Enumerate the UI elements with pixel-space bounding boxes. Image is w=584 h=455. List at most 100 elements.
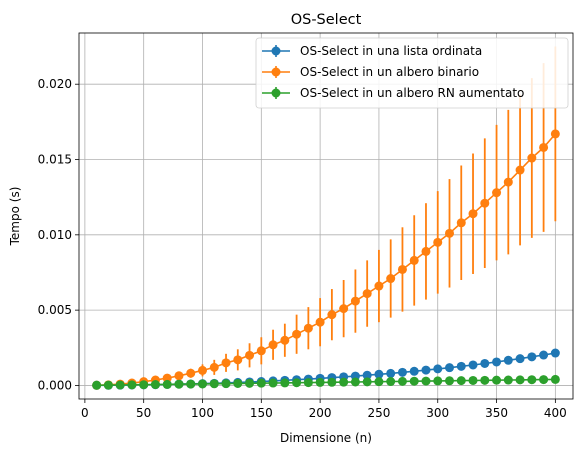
y-tick-label: 0.020	[38, 77, 72, 91]
x-tick-label: 350	[485, 406, 508, 420]
x-tick-label: 250	[367, 406, 390, 420]
data-point	[374, 281, 384, 291]
data-point	[350, 296, 360, 306]
data-point	[550, 129, 560, 139]
data-point	[421, 376, 431, 386]
data-point	[221, 358, 231, 368]
data-point	[421, 365, 431, 375]
data-point	[433, 237, 443, 247]
x-tick-label: 50	[136, 406, 151, 420]
data-point	[174, 379, 184, 389]
data-point	[527, 375, 537, 385]
data-point	[397, 376, 407, 386]
data-point	[409, 376, 419, 386]
data-point	[233, 378, 243, 388]
data-point	[339, 377, 349, 387]
data-point	[256, 378, 266, 388]
y-tick-label: 0.015	[38, 153, 72, 167]
data-point	[292, 329, 302, 339]
data-point	[327, 310, 337, 320]
y-tick-label: 0.010	[38, 228, 72, 242]
data-point	[480, 375, 490, 385]
y-tick-label: 0.000	[38, 378, 72, 392]
data-point	[268, 378, 278, 388]
data-point	[539, 375, 549, 385]
data-point	[245, 350, 255, 360]
data-point	[397, 367, 407, 377]
data-point	[209, 379, 219, 389]
data-point	[374, 369, 384, 379]
data-point	[386, 274, 396, 284]
data-point	[503, 355, 513, 365]
data-point	[162, 379, 172, 389]
data-point	[315, 317, 325, 327]
data-point	[186, 379, 196, 389]
legend-marker	[271, 67, 281, 77]
data-point	[468, 375, 478, 385]
data-point	[362, 370, 372, 380]
data-point	[256, 346, 266, 356]
data-point	[280, 335, 290, 345]
data-point	[539, 350, 549, 360]
legend-label: OS-Select in un albero RN aumentato	[300, 86, 524, 100]
data-point	[150, 380, 160, 390]
data-point	[245, 378, 255, 388]
data-point	[468, 360, 478, 370]
data-point	[409, 366, 419, 376]
data-point	[139, 380, 149, 390]
data-point	[397, 264, 407, 274]
data-point	[315, 377, 325, 387]
series-1	[92, 348, 560, 390]
data-point	[515, 354, 525, 364]
x-tick-label: 100	[191, 406, 214, 420]
chart-title: OS-Select	[291, 12, 362, 28]
legend-marker	[271, 88, 281, 98]
data-point	[480, 198, 490, 208]
data-point	[492, 357, 502, 367]
legend-marker	[271, 46, 281, 56]
data-point	[221, 379, 231, 389]
data-point	[327, 377, 337, 387]
axis-ticks: 0 50 100 150 200 250 300 350 400 0.000 0.005 0.010 0…	[38, 77, 567, 420]
data-point	[550, 374, 560, 384]
data-point	[492, 375, 502, 385]
legend-box	[255, 37, 569, 109]
legend-item: OS-Select in una lista ordinata	[262, 44, 482, 58]
data-point	[174, 371, 184, 381]
data-point	[527, 352, 537, 362]
x-tick-label: 150	[250, 406, 273, 420]
data-point	[280, 378, 290, 388]
legend-label: OS-Select in una lista ordinata	[300, 44, 482, 58]
x-tick-label: 200	[309, 406, 332, 420]
x-tick-label: 400	[544, 406, 567, 420]
legend-label: OS-Select in un albero binario	[300, 65, 479, 79]
legend: OS-Select in una lista ordinata OS-Select…	[255, 37, 569, 109]
series-line	[96, 378, 556, 387]
data-point	[198, 379, 207, 389]
data-point	[445, 228, 454, 238]
data-point	[445, 363, 454, 373]
series-3	[92, 374, 560, 390]
data-point	[362, 289, 372, 299]
data-point	[350, 377, 360, 387]
data-point	[527, 153, 537, 163]
data-point	[492, 188, 502, 198]
data-point	[233, 355, 243, 365]
data-point	[198, 365, 207, 375]
data-point	[503, 177, 513, 187]
x-tick-label: 0	[81, 406, 89, 420]
data-point	[503, 375, 513, 385]
data-point	[92, 380, 102, 390]
data-point	[292, 378, 302, 388]
legend-item: OS-Select in un albero binario	[262, 65, 479, 79]
data-point	[409, 255, 419, 265]
data-point	[515, 375, 525, 385]
data-point	[162, 373, 172, 383]
data-point	[421, 246, 431, 256]
series-line	[96, 133, 557, 387]
x-axis-label: Dimensione (n)	[280, 431, 372, 445]
data-point	[339, 304, 349, 314]
data-point	[456, 361, 466, 371]
data-point	[456, 376, 466, 386]
data-point	[303, 323, 313, 333]
